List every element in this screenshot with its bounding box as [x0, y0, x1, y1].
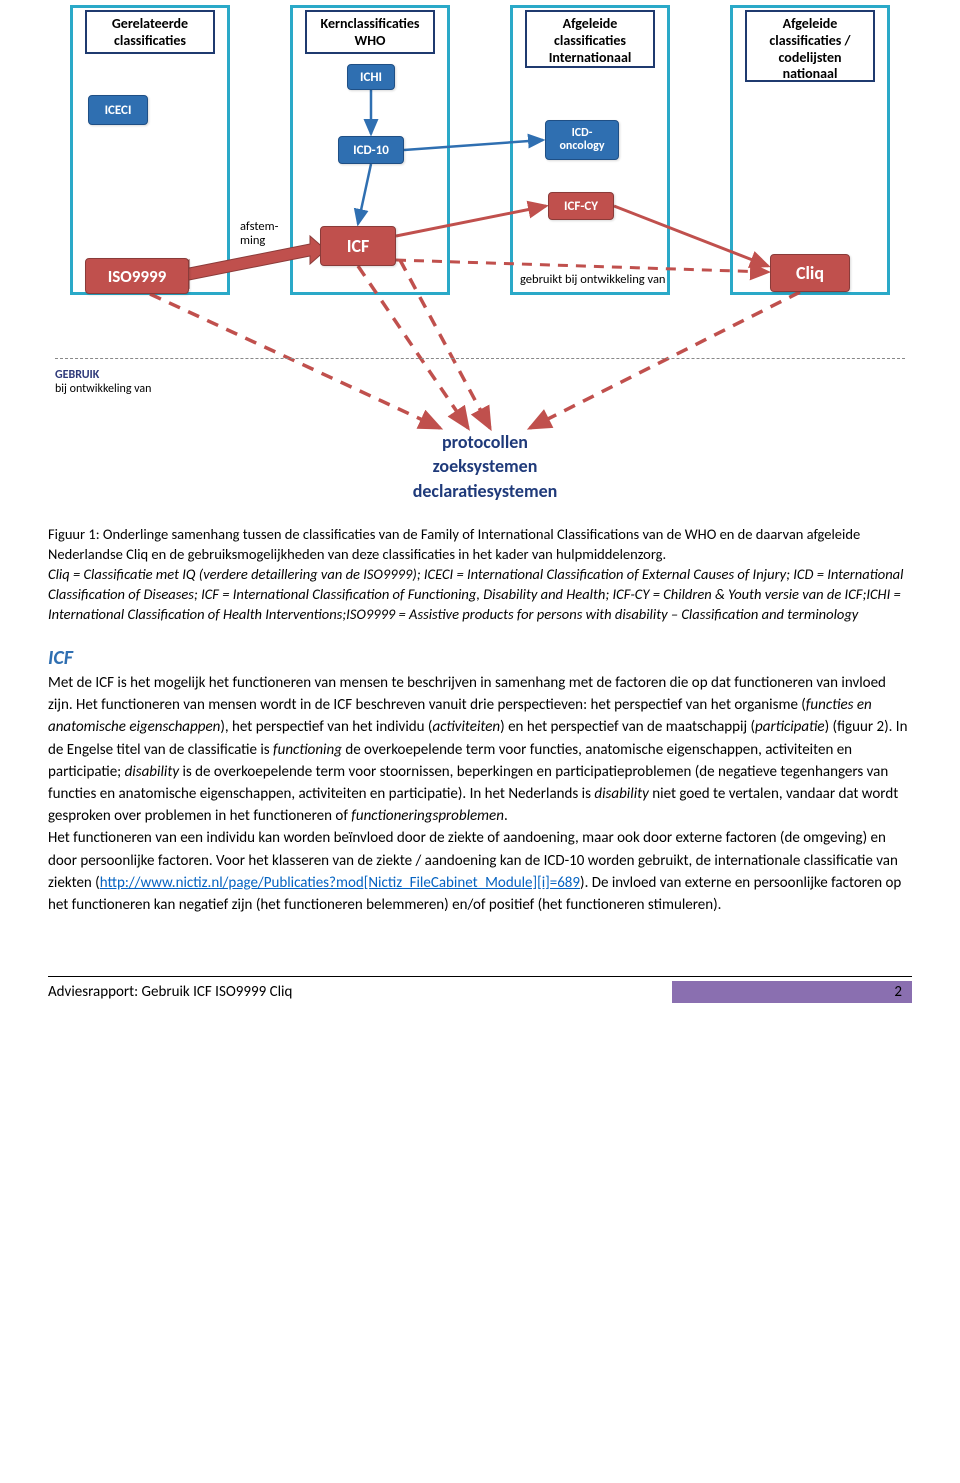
- center-label-3: declaratiesystemen: [355, 479, 615, 503]
- bi2: activiteiten: [432, 718, 500, 736]
- gebruik-line2: bij ontwikkeling van: [55, 382, 151, 396]
- bt3: ) en het perspectief van de maatschappij…: [500, 718, 755, 736]
- node-ichi: ICHI: [347, 64, 395, 90]
- diagram-divider: [55, 358, 905, 359]
- footer-page-bar: 2: [672, 981, 912, 1003]
- bi5: disability: [125, 763, 179, 781]
- figure-1-diagram: Gerelateerde classificaties Kernclassifi…: [0, 0, 960, 520]
- bi7: functioneringsproblemen: [351, 807, 504, 825]
- bt2: ), het perspectief van het individu (: [220, 718, 432, 736]
- annot-gebruikt-bij: gebruikt bij ontwikkeling van: [520, 272, 666, 287]
- section-title-icf: ICF: [0, 646, 960, 670]
- node-icf: ICF: [320, 226, 396, 266]
- center-label-2: zoeksystemen: [355, 454, 615, 478]
- gebruik-label: GEBRUIK bij ontwikkeling van: [55, 368, 151, 396]
- body-text: Met de ICF is het mogelijk het functione…: [0, 672, 960, 916]
- page-footer: Adviesrapport: Gebruik ICF ISO9999 Cliq …: [0, 976, 960, 1023]
- link-nictiz[interactable]: http://www.nictiz.nl/page/Publicaties?mo…: [100, 874, 580, 892]
- footer-title: Adviesrapport: Gebruik ICF ISO9999 Cliq: [48, 983, 672, 1001]
- node-iso9999: ISO9999: [85, 258, 189, 294]
- caption-p1: Figuur 1: Onderlinge samenhang tussen de…: [48, 524, 912, 564]
- figure-caption: Figuur 1: Onderlinge samenhang tussen de…: [0, 524, 960, 624]
- node-iceci: ICECI: [88, 95, 148, 125]
- node-icd10: ICD-10: [338, 136, 404, 164]
- col2-header: Kernclassificaties WHO: [305, 10, 435, 54]
- node-icf-cy: ICF-CY: [548, 192, 614, 220]
- footer-page-number: 2: [894, 983, 902, 1001]
- footer-rule: [48, 976, 912, 977]
- bi4: functioning: [273, 741, 342, 759]
- gebruik-line1: GEBRUIK: [55, 368, 151, 382]
- center-label-1: protocollen: [355, 430, 615, 454]
- bi3: participatie: [755, 718, 825, 736]
- col4-header: Afgeleide classificaties / codelijsten n…: [745, 10, 875, 82]
- center-labels: protocollen zoeksystemen declaratiesyste…: [355, 430, 615, 503]
- node-icd-oncology: ICD- oncology: [545, 120, 619, 160]
- bt8: .: [504, 807, 508, 825]
- body-paragraph-1: Met de ICF is het mogelijk het functione…: [48, 672, 912, 827]
- col1-header: Gerelateerde classificaties: [85, 10, 215, 54]
- caption-p2: Cliq = Classificatie met IQ (verdere det…: [48, 564, 912, 624]
- bt1: Met de ICF is het mogelijk het functione…: [48, 674, 886, 714]
- col3-header: Afgeleide classificaties Internationaal: [525, 10, 655, 68]
- body-paragraph-2: Het functioneren van een individu kan wo…: [48, 827, 912, 916]
- node-cliq: Cliq: [770, 254, 850, 292]
- bi6: disability: [594, 785, 648, 803]
- annot-afstemming: afstem- ming: [240, 220, 278, 248]
